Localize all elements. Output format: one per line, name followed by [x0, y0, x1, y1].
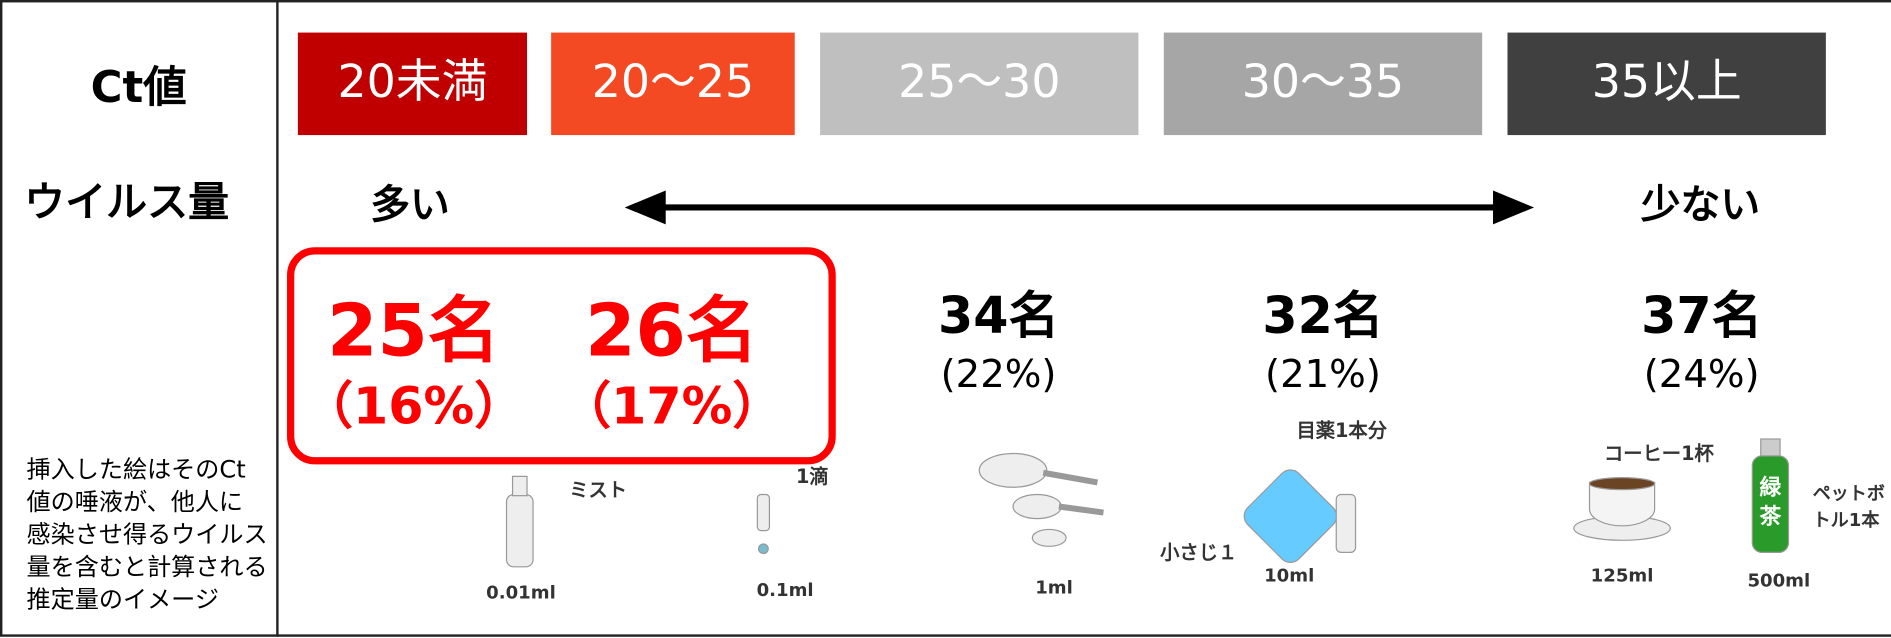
percent: (21%): [1265, 352, 1381, 397]
image-label: コーヒー1杯: [1604, 442, 1715, 465]
page: Ct値 ウイルス量 挿入した絵はそのCt 値の唾液が、他人に感染させ得るウイルス量…: [0, 0, 1891, 638]
note-line: 値の唾液が、他人に: [27, 488, 244, 516]
volume: 0.1ml: [757, 580, 814, 601]
arrow: [625, 191, 1534, 225]
note-line: 挿入した絵はそのCt: [27, 455, 246, 483]
note-line: 推定量のイメージ: [27, 586, 219, 614]
percent: （17%）: [560, 377, 783, 436]
count: 34名: [938, 286, 1059, 345]
ct-range: 30～35: [1242, 54, 1404, 108]
volume: 500ml: [1747, 570, 1810, 591]
percent: (24%): [1644, 352, 1760, 397]
image-label: 目薬1本分: [1296, 419, 1387, 442]
count: 32名: [1262, 286, 1383, 345]
ct-label: Ct値: [91, 63, 187, 113]
percent: (22%): [941, 352, 1057, 397]
ct-range: 20～25: [592, 54, 754, 108]
counts: 25名（16%） 26名（17%） 34名 (22%) 32名 (21%) 37名 (24%): [302, 286, 1762, 435]
image-label: 1滴: [796, 465, 829, 488]
image-label: トル1本: [1813, 509, 1881, 531]
infographic: Ct値 ウイルス量 挿入した絵はそのCt 値の唾液が、他人に感染させ得るウイルス量…: [0, 0, 1891, 638]
image-label: 小さじ１: [1160, 541, 1237, 564]
ct-range: 25～30: [898, 54, 1060, 108]
volume: 125ml: [1591, 565, 1654, 586]
ct-ranges: 20未満 20～25 25～30 30～35 35以上: [298, 33, 1826, 136]
virus-label: ウイルス量: [24, 178, 229, 226]
percent: （16%）: [302, 377, 525, 436]
count: 25名: [327, 289, 500, 373]
count: 37名: [1641, 286, 1762, 345]
volume: 1ml: [1035, 578, 1073, 599]
bottle-text: 緑: [1760, 474, 1782, 500]
note-line: 感染させ得るウイルス: [27, 520, 268, 548]
ct-range: 35以上: [1592, 54, 1742, 108]
volume: 10ml: [1264, 565, 1314, 586]
scale-low: 少ない: [1641, 182, 1760, 228]
images: ミスト 0.01ml 1滴 0.1ml 小さじ１ 1ml 目薬1本分 10ml コーヒー1杯 12…: [486, 419, 1885, 603]
ct-range: 20未満: [337, 54, 487, 108]
note-line: 量を含むと計算される: [27, 553, 268, 581]
note: 挿入した絵はそのCt 値の唾液が、他人に感染させ得るウイルス量を含むと計算される推…: [27, 455, 268, 613]
volume: 0.01ml: [486, 582, 556, 603]
count: 26名: [585, 289, 758, 373]
bottle-text: 茶: [1760, 504, 1782, 529]
image-label: ミスト: [569, 478, 627, 501]
image-label: ペットボ: [1813, 483, 1885, 504]
scale-high: 多い: [370, 182, 450, 228]
